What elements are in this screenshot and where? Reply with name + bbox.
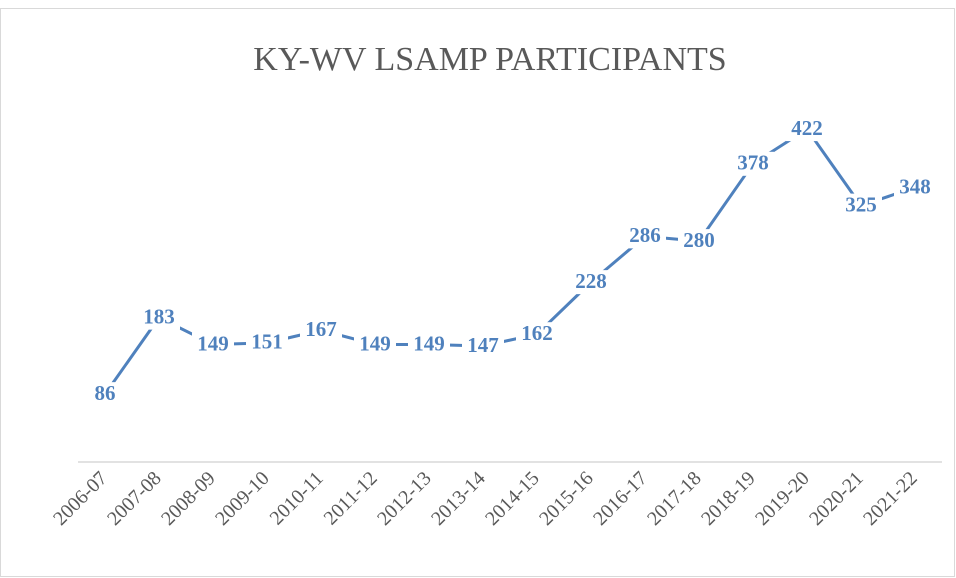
data-label: 325: [845, 192, 877, 216]
chart-border: [0, 8, 955, 577]
label-bg: [894, 175, 936, 200]
data-label: 348: [899, 174, 931, 198]
data-label: 149: [359, 331, 391, 355]
label-bg: [678, 229, 720, 254]
label-bg: [138, 305, 180, 330]
label-bg: [786, 117, 828, 142]
data-label: 286: [629, 223, 661, 247]
data-label: 183: [143, 304, 175, 328]
data-label: 167: [305, 317, 337, 341]
label-bg: [300, 318, 342, 343]
label-bg: [192, 332, 234, 357]
data-label: 147: [467, 333, 499, 357]
label-bg: [624, 224, 666, 249]
label-bg: [516, 322, 558, 347]
data-label: 162: [521, 321, 553, 345]
line: [103, 127, 916, 396]
label-bg: [570, 270, 612, 295]
label-bg: [462, 334, 504, 359]
label-bg: [840, 193, 882, 218]
label-bg: [354, 332, 396, 357]
label-bg: [246, 330, 288, 355]
data-label: 280: [683, 228, 715, 252]
data-label: 149: [197, 331, 229, 355]
data-label: 228: [575, 269, 607, 293]
data-label: 151: [251, 330, 283, 354]
data-label: 149: [413, 331, 445, 355]
data-label: 378: [737, 151, 769, 175]
label-bg: [84, 382, 126, 407]
data-label: 422: [791, 116, 823, 140]
label-bg: [732, 151, 774, 176]
data-label: 86: [95, 381, 116, 405]
label-bg: [408, 332, 450, 357]
chart-title: KY-WV LSAMP PARTICIPANTS: [253, 41, 726, 78]
